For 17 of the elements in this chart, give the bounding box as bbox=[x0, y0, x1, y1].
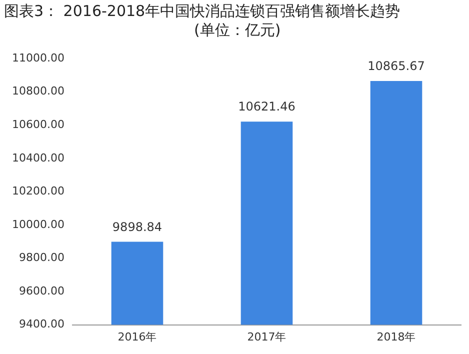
y-tick-label: 10200.00 bbox=[12, 184, 64, 198]
y-tick-label: 10000.00 bbox=[12, 218, 64, 231]
y-tick-label: 9600.00 bbox=[18, 284, 64, 298]
x-tick-label: 2016年 bbox=[118, 330, 157, 344]
chart-title: 图表3： 2016-2018年中国快消品连锁百强销售额增长趋势 bbox=[4, 2, 402, 21]
y-tick-label: 9400.00 bbox=[18, 318, 64, 331]
data-label: 9898.84 bbox=[112, 220, 162, 234]
y-tick-label: 10600.00 bbox=[12, 118, 64, 132]
chart-subtitle: (单位：亿元) bbox=[193, 21, 282, 40]
y-tick-label: 10400.00 bbox=[12, 151, 64, 164]
data-label: 10621.46 bbox=[238, 100, 296, 114]
data-label: 10865.67 bbox=[368, 59, 425, 74]
y-tick-label: 11000.00 bbox=[12, 51, 64, 64]
y-tick-label: 9800.00 bbox=[18, 251, 64, 264]
x-tick-label: 2017年 bbox=[247, 330, 286, 344]
x-tick-label: 2018年 bbox=[376, 330, 416, 344]
y-tick-label: 10800.00 bbox=[12, 84, 64, 98]
